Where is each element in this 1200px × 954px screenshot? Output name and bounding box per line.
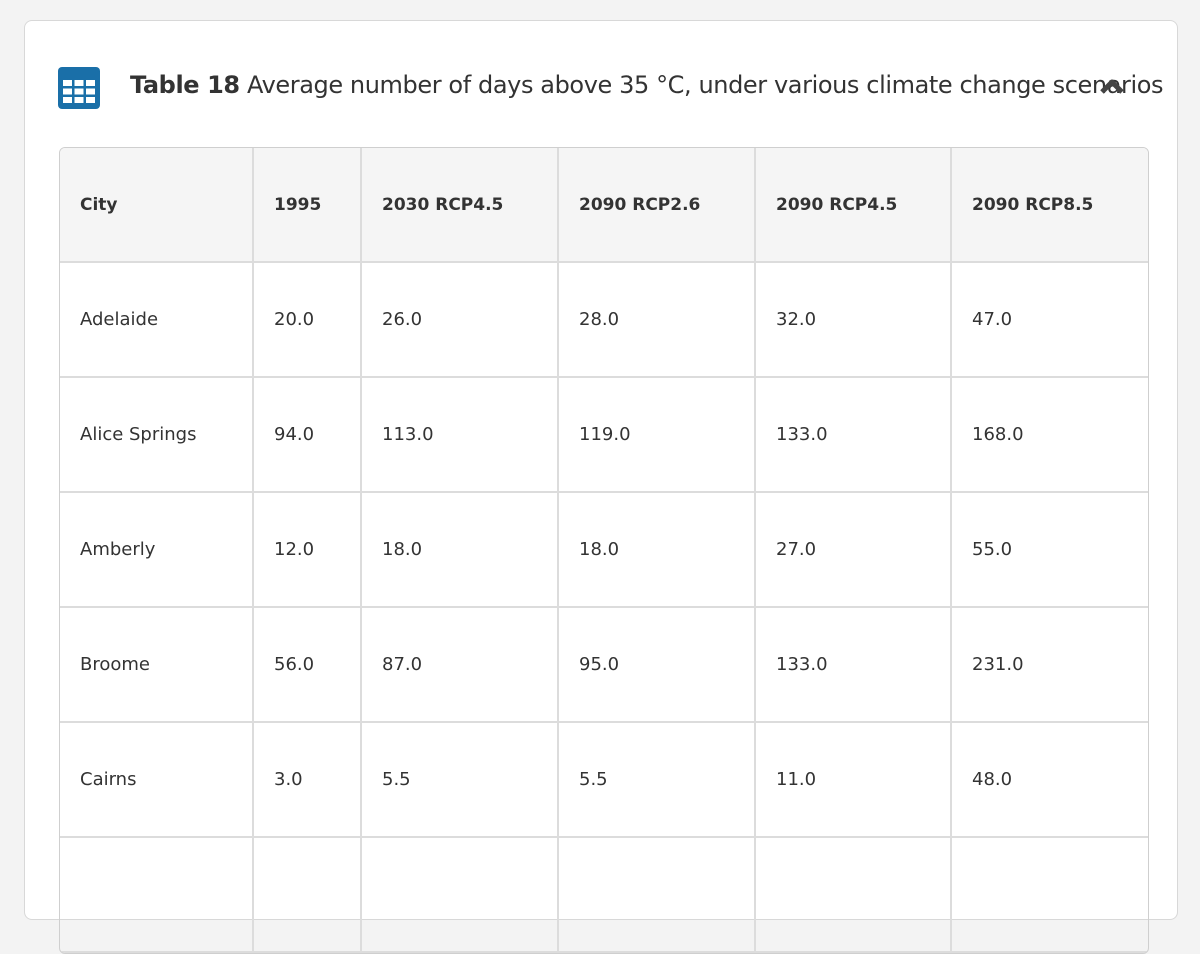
table-card: Table 18 Average number of days above 35…: [24, 20, 1178, 954]
empty-cell: [557, 836, 756, 953]
table-caption: Table 18 Average number of days above 35…: [130, 67, 1164, 103]
empty-cell: [754, 836, 952, 953]
table-title: Average number of days above 35 °C, unde…: [246, 71, 1164, 99]
value-cell: 133.0: [754, 606, 952, 723]
empty-cell: [360, 836, 559, 953]
table-icon: [58, 67, 100, 109]
value-cell: 133.0: [754, 376, 952, 493]
table-row: Amberly 12.0 18.0 18.0 27.0 55.0: [60, 491, 1148, 608]
value-cell: 95.0: [557, 606, 756, 723]
column-header: City: [60, 148, 254, 263]
city-cell: Amberly: [60, 491, 254, 608]
value-cell: 5.5: [360, 721, 559, 838]
value-cell: 28.0: [557, 261, 756, 378]
table-row: Broome 56.0 87.0 95.0 133.0 231.0: [60, 606, 1148, 723]
city-cell: Cairns: [60, 721, 254, 838]
header-row: City 1995 2030 RCP4.5 2090 RCP2.6 2090 RCP4.…: [60, 148, 1148, 263]
value-cell: 5.5: [557, 721, 756, 838]
data-table: City 1995 2030 RCP4.5 2090 RCP2.6 2090 RCP4.…: [60, 148, 1148, 953]
value-cell: 18.0: [557, 491, 756, 608]
value-cell: 3.0: [252, 721, 362, 838]
empty-cell: [950, 836, 1148, 953]
city-cell: Adelaide: [60, 261, 254, 378]
table-label: Table 18: [130, 71, 240, 99]
value-cell: 27.0: [754, 491, 952, 608]
value-cell: 32.0: [754, 261, 952, 378]
city-cell: Broome: [60, 606, 254, 723]
value-cell: 56.0: [252, 606, 362, 723]
table-row-partial: [60, 836, 1148, 953]
value-cell: 119.0: [557, 376, 756, 493]
column-header: 2090 RCP2.6: [557, 148, 756, 263]
collapse-toggle[interactable]: [1099, 77, 1125, 95]
table-wrapper: City 1995 2030 RCP4.5 2090 RCP2.6 2090 RCP4.…: [59, 147, 1149, 954]
column-header: 2090 RCP8.5: [950, 148, 1148, 263]
value-cell: 20.0: [252, 261, 362, 378]
table-row: Adelaide 20.0 26.0 28.0 32.0 47.0: [60, 261, 1148, 378]
value-cell: 18.0: [360, 491, 559, 608]
value-cell: 11.0: [754, 721, 952, 838]
empty-cell: [60, 836, 254, 953]
table-row: Cairns 3.0 5.5 5.5 11.0 48.0: [60, 721, 1148, 838]
value-cell: 87.0: [360, 606, 559, 723]
value-cell: 47.0: [950, 261, 1148, 378]
value-cell: 94.0: [252, 376, 362, 493]
value-cell: 113.0: [360, 376, 559, 493]
value-cell: 48.0: [950, 721, 1148, 838]
value-cell: 12.0: [252, 491, 362, 608]
city-cell: Alice Springs: [60, 376, 254, 493]
value-cell: 26.0: [360, 261, 559, 378]
value-cell: 168.0: [950, 376, 1148, 493]
column-header: 1995: [252, 148, 362, 263]
empty-cell: [252, 836, 362, 953]
value-cell: 55.0: [950, 491, 1148, 608]
table-row: Alice Springs 94.0 113.0 119.0 133.0 168.0: [60, 376, 1148, 493]
column-header: 2030 RCP4.5: [360, 148, 559, 263]
value-cell: 231.0: [950, 606, 1148, 723]
column-header: 2090 RCP4.5: [754, 148, 952, 263]
page: Table 18 Average number of days above 35…: [24, 20, 1178, 954]
